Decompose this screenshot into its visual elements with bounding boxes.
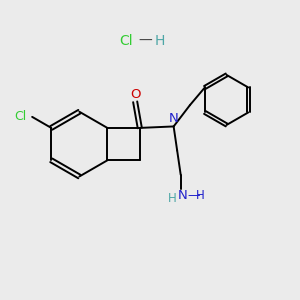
Text: H: H: [155, 34, 166, 48]
Text: Cl: Cl: [120, 34, 133, 48]
Text: H: H: [196, 189, 204, 203]
Text: N: N: [169, 112, 178, 125]
Text: O: O: [130, 88, 140, 101]
Text: Cl: Cl: [15, 110, 27, 123]
Text: N: N: [178, 189, 188, 203]
Text: H: H: [167, 192, 176, 206]
Text: —: —: [139, 34, 152, 48]
Text: —: —: [188, 189, 200, 203]
